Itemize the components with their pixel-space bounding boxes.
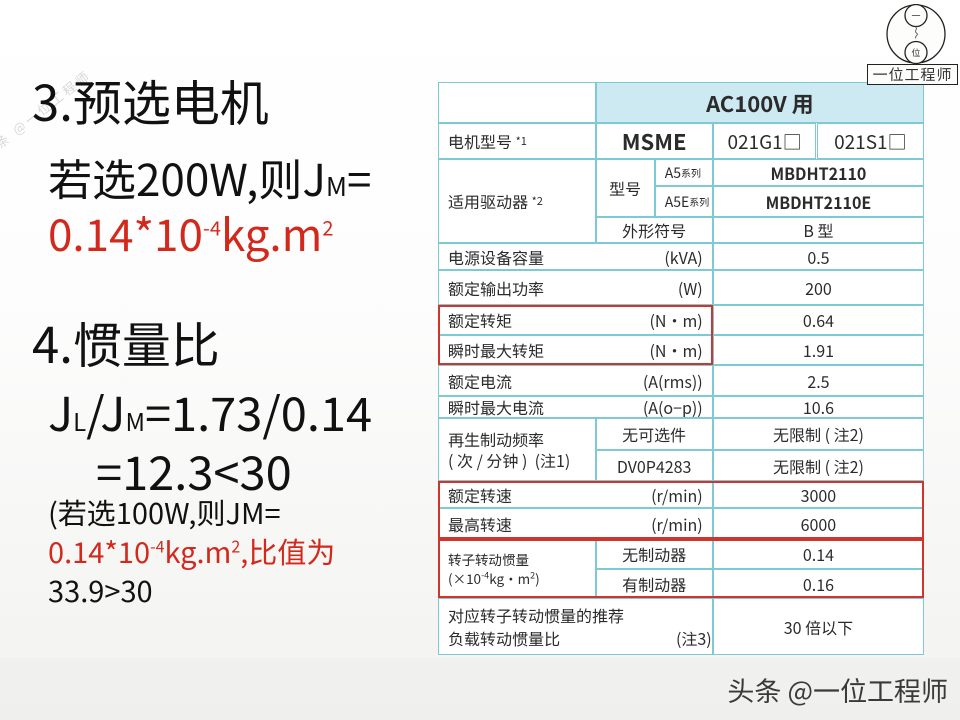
svg-text:一: 一 (911, 9, 920, 22)
svg-text:位: 位 (911, 46, 920, 59)
